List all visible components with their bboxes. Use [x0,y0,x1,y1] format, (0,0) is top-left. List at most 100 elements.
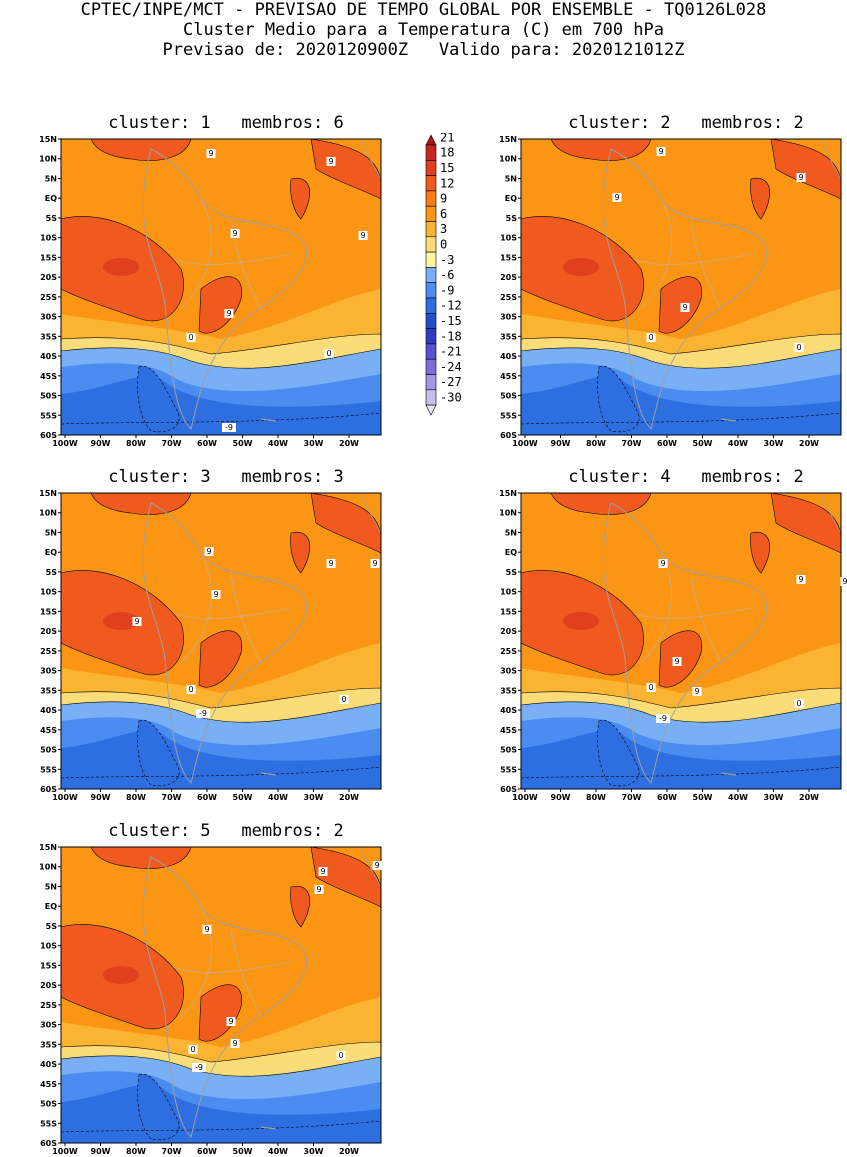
contour-label-box [314,885,324,894]
lat-tick-label: 10S [500,588,517,597]
lat-tick-label: 60S [500,431,517,440]
lat-tick-label: 20S [40,981,57,990]
lon-tick-label: 40W [268,439,288,447]
map-panel-cluster-5: cluster: 5 membros: 2 15N 10N 5N EQ 5S 10S 15S… [5,821,385,1155]
lon-tick-label: 30W [764,793,784,801]
lon-tick-label: 40W [268,793,288,801]
lat-tick-label: 10N [39,155,57,164]
contour-label-box [206,149,216,158]
contour-label-box [211,590,221,599]
lon-tick-label: 20W [799,439,819,447]
contour-label-box [336,1051,346,1060]
lon-tick-label: 20W [339,793,359,801]
lon-tick-label: 50W [233,793,253,801]
lat-tick-label: 25S [500,293,517,302]
map-panel-cluster-3: cluster: 3 membros: 3 15N 10N 5N EQ 5S 10S 15S… [5,467,385,801]
contour-label-box [680,303,690,312]
temperature-map: 15N 10N 5N EQ 5S 10S 15S 20S 25S 30S 35S 40S 45S 50S 5… [499,135,847,447]
contour-label-box [230,1039,240,1048]
lon-tick-label: 100W [52,439,78,447]
panel-title: cluster: 1 membros: 6 [108,113,344,133]
contour-label: -9 [199,709,207,718]
lat-tick-label: 15S [500,253,517,262]
lat-tick-label: 50S [500,746,517,755]
contour-label: 9 [798,173,803,182]
warm-region [290,531,310,574]
lon-tick-label: 90W [91,1147,111,1155]
contour-label: 0 [326,349,331,358]
lat-tick-label: 35S [500,332,517,341]
colorbar-level-label: -21 [440,345,462,359]
warm-region [198,630,243,688]
contour-label-box [188,1045,198,1054]
contour-label: 9 [658,147,663,156]
contour-label-box [796,173,806,182]
contour-label: 9 [213,590,218,599]
colorbar-level-label: -9 [440,283,454,297]
lon-tick-label: 90W [91,439,111,447]
lon-tick-label: 100W [512,793,538,801]
contour-label-box [230,229,240,238]
lon-tick-label: 30W [304,439,324,447]
contour-label: 0 [338,1051,343,1060]
contour-label: 0 [190,1045,195,1054]
contour-label-box [794,343,804,352]
header-line-1: CPTEC/INPE/MCT - PREVISAO DE TEMPO GLOBA… [80,0,767,20]
lat-tick-label: 55S [40,411,57,420]
colorbar-bottom-arrow [425,404,437,416]
colorbar-segment [425,205,437,222]
south-america-coastline [142,856,308,1138]
lat-tick-label: 40S [40,1060,57,1069]
contour-label-box [326,157,336,166]
lon-tick-label: 50W [693,439,713,447]
contour-label-box [224,309,234,318]
lon-tick-label: 50W [233,1147,253,1155]
contour-label: 0 [341,695,346,704]
lon-tick-label: 90W [551,439,571,447]
lat-tick-label: 50S [500,392,517,401]
contour-label: 9 [320,867,325,876]
contour-label: 0 [796,699,801,708]
lon-tick-label: 70W [622,439,642,447]
lon-tick-label: 70W [162,793,182,801]
colorbar-segment [425,328,437,345]
contour-label: 9 [328,157,333,166]
contour-label-box [658,559,668,568]
warm-region [290,177,310,220]
warm-region [290,885,310,928]
lat-tick-label: 10S [500,234,517,243]
lat-tick-label: 50S [40,746,57,755]
lat-tick-label: 50S [40,1100,57,1109]
lon-tick-label: 30W [304,793,324,801]
lat-tick-label: 40S [500,352,517,361]
colorbar-segment [425,267,437,283]
lat-tick-label: 55S [500,765,517,774]
contour-label-box [372,861,382,870]
lat-tick-label: 15N [39,843,57,852]
lat-tick-label: 55S [500,411,517,420]
lat-tick-label: 40S [40,706,57,715]
contour-label-box [692,687,702,696]
lat-tick-label: 25S [40,647,57,656]
colorbar-segment [425,343,437,360]
contour-label-box [656,147,666,156]
lon-tick-label: 20W [339,1147,359,1155]
contour-label: -9 [225,423,233,432]
contour-label: 9 [232,229,237,238]
lat-tick-label: 10N [499,155,517,164]
contour-label-box [326,559,336,568]
lat-tick-label: 35S [40,686,57,695]
map-panel-cluster-4: cluster: 4 membros: 2 15N 10N 5N EQ 5S 10S 15S… [465,467,847,801]
contour-label: 9 [228,1017,233,1026]
colorbar-segment [425,221,437,238]
warm-region [90,493,192,515]
lon-tick-label: 50W [233,439,253,447]
warm-region [310,493,381,554]
lat-tick-label: 30S [500,313,517,322]
temperature-map: 15N 10N 5N EQ 5S 10S 15S 20S 25S 30S 35S 40S 45S 50S 5… [39,135,382,447]
contour-label: 0 [188,685,193,694]
colorbar-level-label: 6 [440,207,447,221]
contour-label: 9 [328,559,333,568]
contour-label: 0 [796,343,801,352]
lat-tick-label: 5S [506,568,518,577]
